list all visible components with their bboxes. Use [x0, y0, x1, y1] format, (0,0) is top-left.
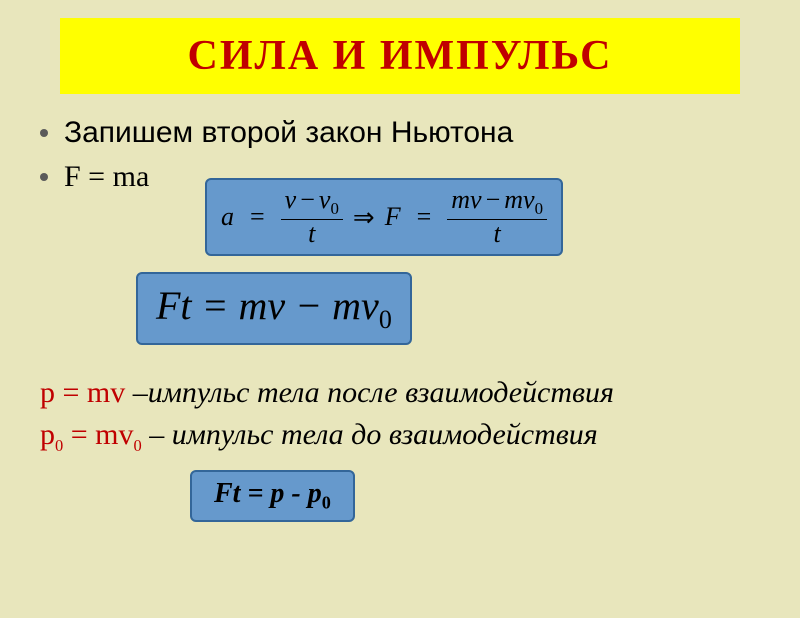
fraction-2: mv−mv0 t — [447, 186, 547, 248]
implies-arrow-icon: ⇒ — [353, 202, 375, 233]
momentum-before-desc: – импульс тела до взаимодействия — [142, 418, 598, 451]
final-formula-sub: 0 — [322, 493, 331, 513]
p0-label: p0 = mv0 — [40, 418, 142, 451]
main-formula-box: Ft = mv − mv0 — [136, 272, 412, 345]
momentum-before-line: p0 = mv0 – импульс тела до взаимодействи… — [40, 418, 760, 456]
main-formula-sub: 0 — [379, 305, 392, 334]
final-formula-text: Ft = p - p — [214, 478, 322, 509]
title-text: СИЛА И ИМПУЛЬС — [188, 33, 613, 79]
equals-sign: = — [250, 202, 265, 232]
f-ma-text: F = ma — [64, 160, 149, 194]
bullet-icon — [40, 173, 48, 181]
bullet-icon — [40, 129, 48, 137]
equals-sign: = — [417, 202, 432, 232]
momentum-after-desc: –импульс тела после взаимодействия — [125, 376, 614, 409]
newton-law-text: Запишем второй закон Ньютона — [64, 116, 513, 150]
main-formula-text: Ft = mv − mv — [156, 283, 379, 328]
p-mv-label: p = mv — [40, 376, 125, 409]
bullet-line-1: Запишем второй закон Ньютона — [40, 116, 760, 150]
derivation-formula-box: a = v−v0 t ⇒ F = mv−mv0 t — [205, 178, 563, 256]
final-formula-box: Ft = p - p0 — [190, 470, 355, 522]
fraction-1: v−v0 t — [281, 186, 343, 248]
F-symbol: F — [385, 202, 401, 232]
title-bar: СИЛА И ИМПУЛЬС — [60, 18, 740, 94]
momentum-after-line: p = mv –импульс тела после взаимодействи… — [40, 376, 760, 410]
a-symbol: a — [221, 202, 234, 232]
